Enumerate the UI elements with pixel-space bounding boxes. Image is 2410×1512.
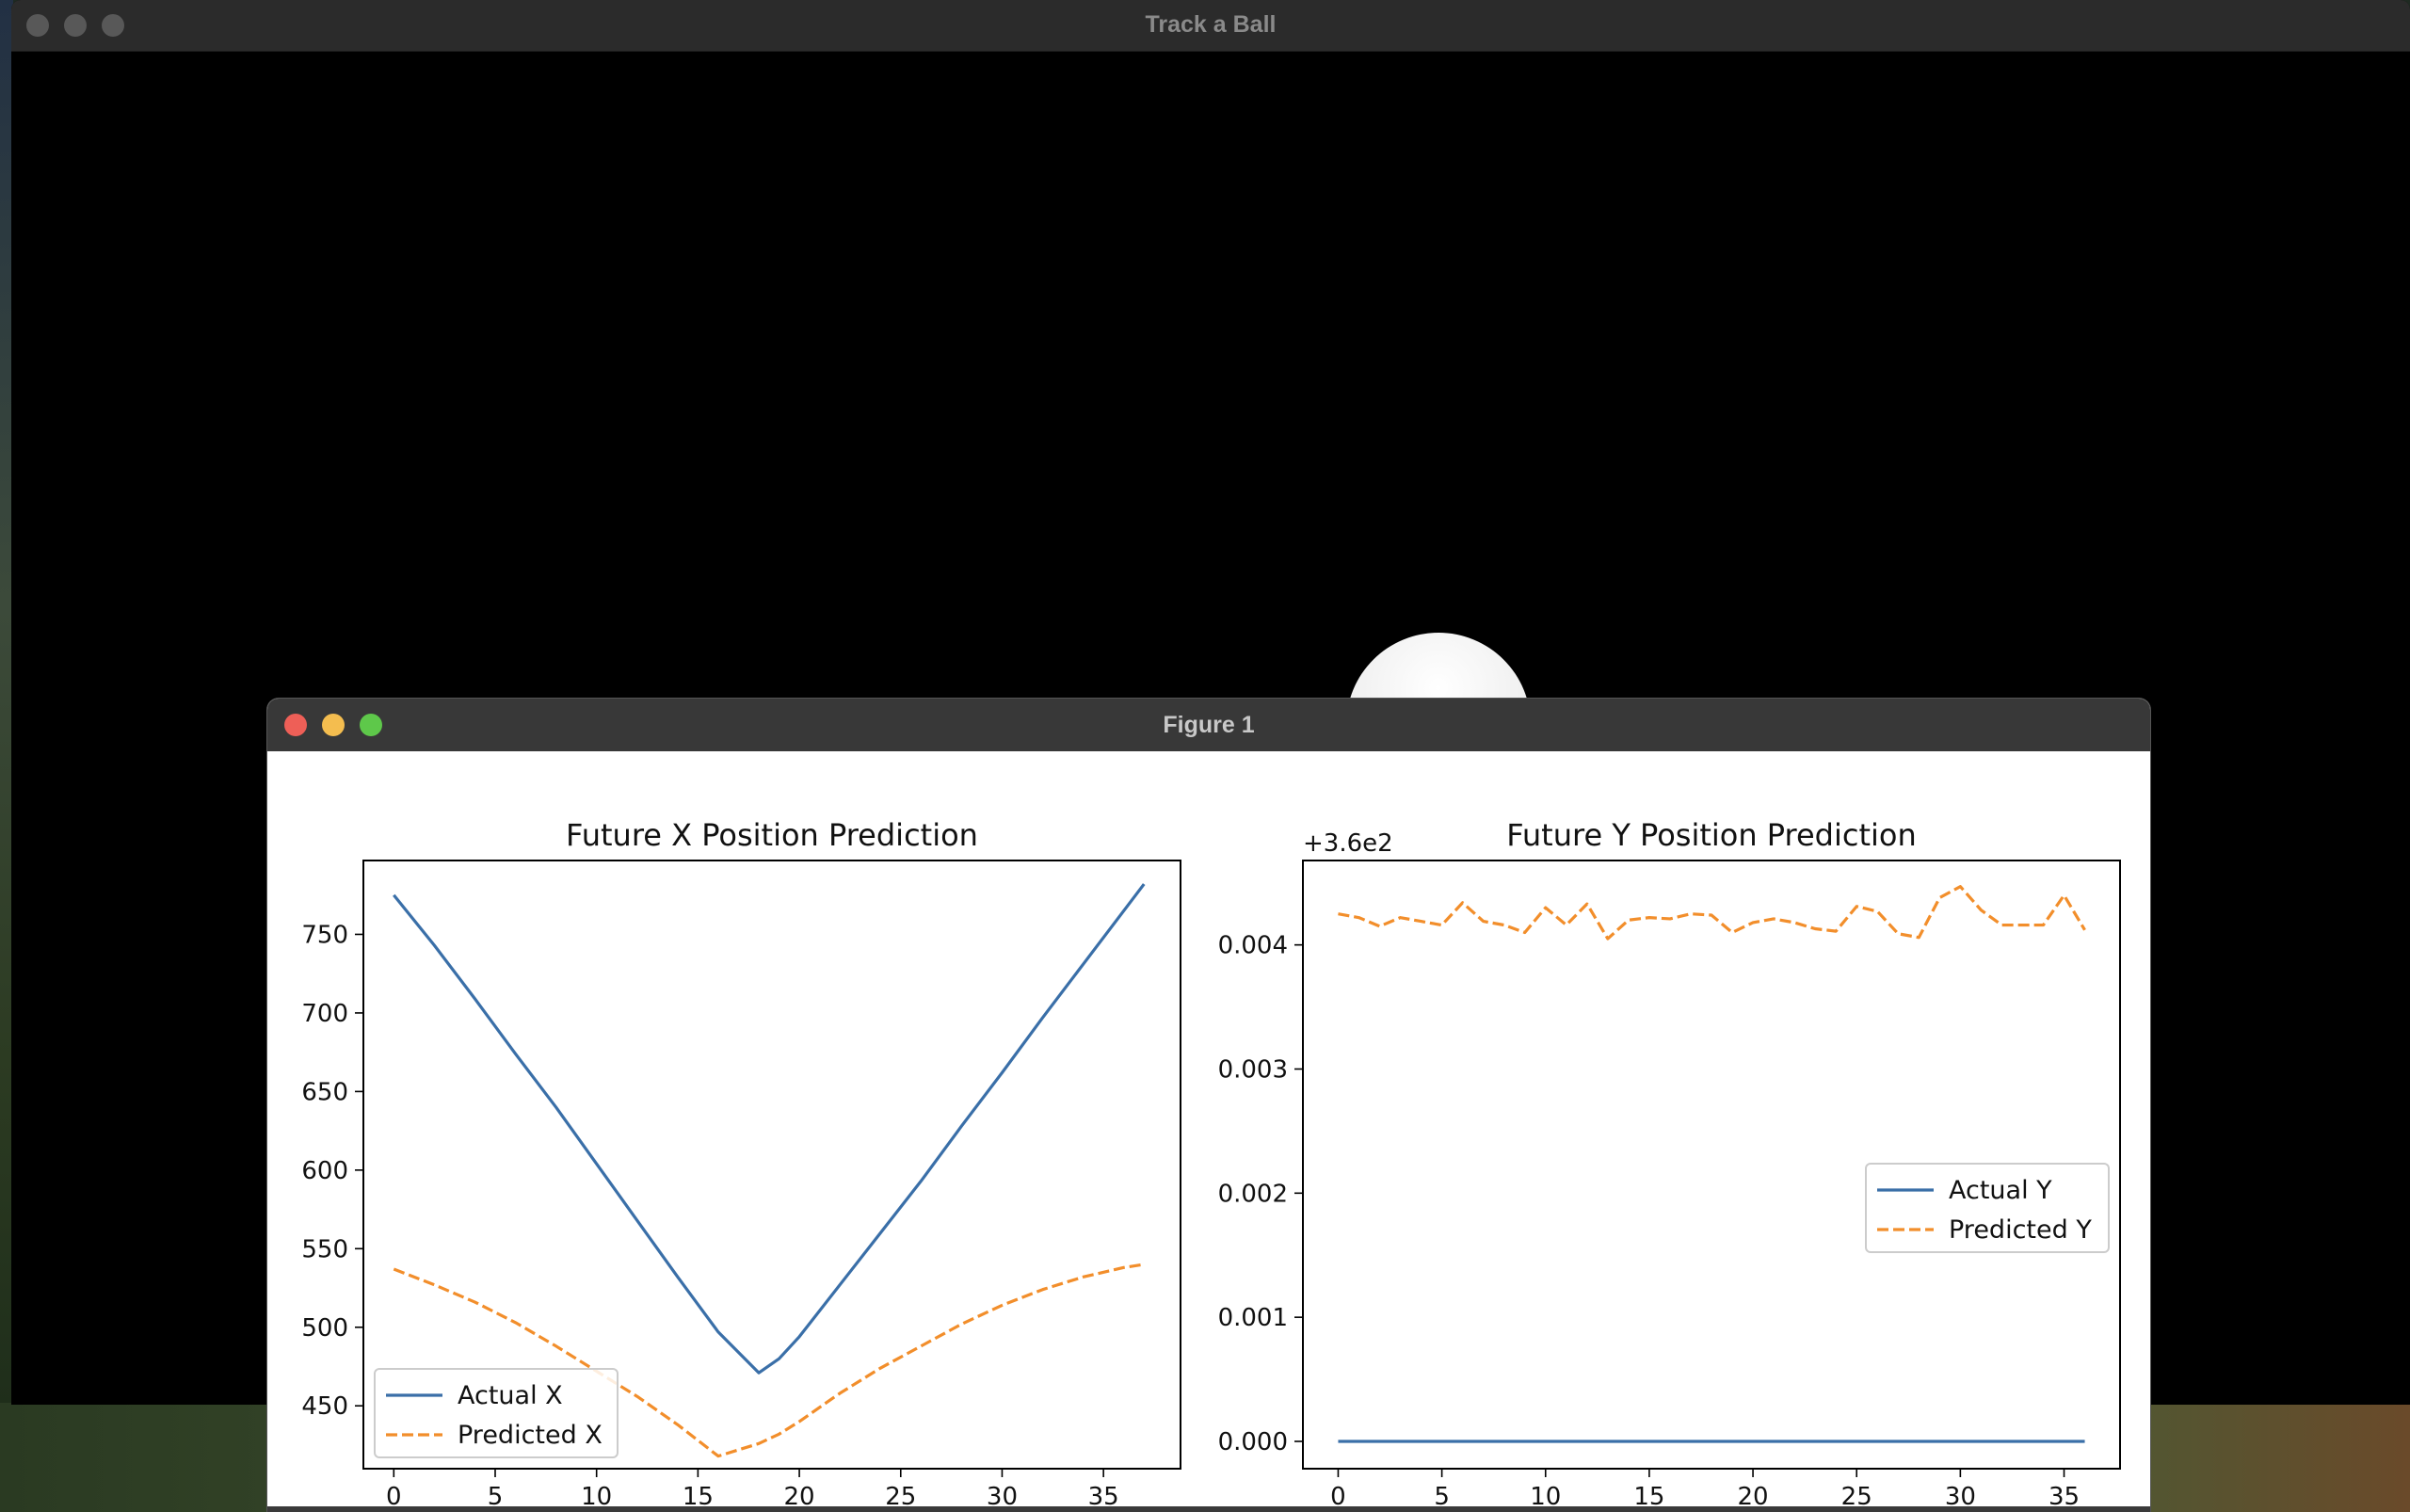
- chart1-title: Future X Position Prediction: [566, 817, 978, 853]
- chart1-x-tick-label: 5: [488, 1483, 504, 1511]
- chart1-y-tick-label: 650: [301, 1078, 348, 1106]
- figure-window-titlebar[interactable]: Figure 1: [267, 699, 2150, 752]
- figure-window-controls: [284, 714, 382, 736]
- chart1-y-tick-label: 500: [301, 1314, 348, 1343]
- close-button[interactable]: [26, 14, 49, 37]
- chart2-y-tick-label: 0.000: [1218, 1428, 1288, 1456]
- chart1-legend-label: Predicted X: [458, 1421, 602, 1450]
- chart1-series-actual-line: [393, 883, 1146, 1375]
- chart1-y-tick-label: 600: [301, 1157, 348, 1185]
- chart1-legend-label: Actual X: [458, 1381, 563, 1410]
- figure-window-title: Figure 1: [1163, 712, 1255, 738]
- chart2-y-tick-label: 0.003: [1218, 1055, 1288, 1084]
- track-window-titlebar[interactable]: Track a Ball: [11, 0, 2410, 52]
- chart2-legend-label: Predicted Y: [1949, 1215, 2092, 1245]
- chart1-series-predicted-line: [393, 1263, 1145, 1458]
- chart2-y-tick-label: 0.004: [1218, 932, 1288, 960]
- figure-canvas: Future X Position Prediction 0 5 10 15 20 25 30…: [267, 751, 2150, 1512]
- chart2-x-tick-label: 5: [1434, 1483, 1450, 1511]
- figure-toolbar-edge: [267, 1506, 2150, 1512]
- minimize-button[interactable]: [322, 714, 345, 736]
- desktop-background-left: [0, 0, 13, 1512]
- chart2-plot-frame: [1302, 860, 2121, 1470]
- close-button[interactable]: [284, 714, 307, 736]
- chart2-title: Future Y Position Prediction: [1506, 817, 1917, 853]
- chart2-series-predicted-line: [1338, 885, 2086, 941]
- zoom-button[interactable]: [360, 714, 382, 736]
- chart2-legend-label: Actual Y: [1949, 1176, 2052, 1205]
- chart1-y-tick-label: 700: [301, 1000, 348, 1028]
- figure-1-window[interactable]: Figure 1 Future X Position Prediction 0 5 1…: [267, 699, 2150, 1512]
- track-window-title: Track a Ball: [1145, 11, 1277, 38]
- chart1-plot-frame: [362, 860, 1181, 1470]
- chart1-y-tick-label: 550: [301, 1235, 348, 1263]
- minimize-button[interactable]: [64, 14, 87, 37]
- chart2-y-tick-label: 0.001: [1218, 1304, 1288, 1332]
- chart1-y-tick-label: 750: [301, 921, 348, 949]
- zoom-button[interactable]: [102, 14, 124, 37]
- chart2-x-tick-label: 0: [1330, 1483, 1346, 1511]
- chart1-y-tick-label: 450: [301, 1392, 348, 1421]
- chart2-offset-label: +3.6e2: [1303, 829, 1393, 858]
- track-window-controls: [26, 14, 124, 37]
- chart2-y-tick-label: 0.002: [1218, 1180, 1288, 1208]
- chart1-x-tick-label: 0: [386, 1483, 402, 1511]
